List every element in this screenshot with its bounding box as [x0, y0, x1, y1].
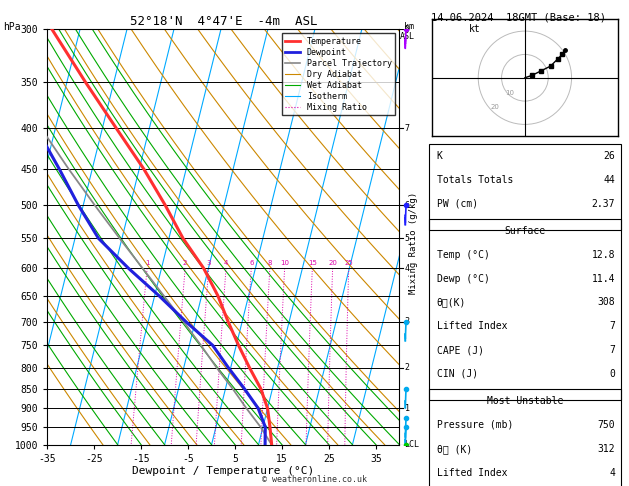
Title: 52°18'N  4°47'E  -4m  ASL: 52°18'N 4°47'E -4m ASL	[130, 15, 317, 28]
Text: km
ASL: km ASL	[399, 22, 415, 41]
Text: 25: 25	[344, 260, 353, 266]
Text: 11.4: 11.4	[591, 274, 615, 284]
Text: 12.8: 12.8	[591, 250, 615, 260]
Text: 5: 5	[404, 234, 409, 243]
Text: 14.06.2024  18GMT (Base: 18): 14.06.2024 18GMT (Base: 18)	[431, 12, 606, 22]
Text: CIN (J): CIN (J)	[437, 369, 478, 379]
Text: 20: 20	[491, 104, 499, 110]
Text: LCL: LCL	[404, 440, 420, 449]
Text: 2: 2	[404, 363, 409, 372]
Text: 15: 15	[308, 260, 317, 266]
Text: 2.37: 2.37	[591, 199, 615, 209]
Text: Lifted Index: Lifted Index	[437, 468, 507, 478]
Text: 7: 7	[404, 124, 409, 133]
Text: 6: 6	[404, 201, 409, 210]
Text: 2: 2	[183, 260, 187, 266]
Bar	[429, 144, 621, 230]
Bar	[429, 389, 621, 486]
Text: 3: 3	[404, 317, 409, 326]
Text: 7: 7	[610, 321, 615, 331]
Text: θᴄ(K): θᴄ(K)	[437, 297, 466, 308]
Text: 20: 20	[328, 260, 337, 266]
Text: Lifted Index: Lifted Index	[437, 321, 507, 331]
Text: 0: 0	[610, 369, 615, 379]
Text: 4: 4	[404, 264, 409, 273]
Text: 9: 9	[404, 25, 409, 34]
Text: Dewp (°C): Dewp (°C)	[437, 274, 489, 284]
Legend: Temperature, Dewpoint, Parcel Trajectory, Dry Adiabat, Wet Adiabat, Isotherm, Mi: Temperature, Dewpoint, Parcel Trajectory…	[282, 34, 395, 116]
Text: θᴄ (K): θᴄ (K)	[437, 444, 472, 454]
Text: hPa: hPa	[3, 22, 21, 32]
Text: 4: 4	[610, 468, 615, 478]
Text: Most Unstable: Most Unstable	[487, 396, 563, 406]
Text: 8: 8	[267, 260, 272, 266]
Text: 312: 312	[598, 444, 615, 454]
Text: Temp (°C): Temp (°C)	[437, 250, 489, 260]
Text: Mixing Ratio (g/kg): Mixing Ratio (g/kg)	[409, 192, 418, 294]
Text: kt: kt	[469, 24, 481, 34]
Text: 44: 44	[603, 175, 615, 185]
Text: Pressure (mb): Pressure (mb)	[437, 420, 513, 430]
Text: 3: 3	[206, 260, 211, 266]
Text: 7: 7	[610, 345, 615, 355]
Text: 1: 1	[145, 260, 149, 266]
Text: 10: 10	[280, 260, 289, 266]
Text: PW (cm): PW (cm)	[437, 199, 478, 209]
Text: CAPE (J): CAPE (J)	[437, 345, 484, 355]
Text: © weatheronline.co.uk: © weatheronline.co.uk	[262, 474, 367, 484]
Text: 750: 750	[598, 420, 615, 430]
Text: 26: 26	[603, 151, 615, 161]
Text: K: K	[437, 151, 443, 161]
Text: 4: 4	[224, 260, 228, 266]
Bar	[429, 219, 621, 400]
Text: 308: 308	[598, 297, 615, 308]
Text: 6: 6	[249, 260, 253, 266]
Text: Totals Totals: Totals Totals	[437, 175, 513, 185]
Text: Surface: Surface	[504, 226, 545, 236]
Text: 10: 10	[506, 89, 515, 96]
Text: 1: 1	[404, 404, 409, 413]
X-axis label: Dewpoint / Temperature (°C): Dewpoint / Temperature (°C)	[132, 467, 314, 476]
